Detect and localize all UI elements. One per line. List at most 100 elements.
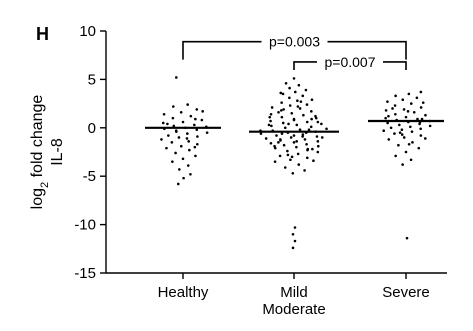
data-point — [298, 107, 302, 110]
data-point — [320, 136, 324, 139]
data-point — [296, 152, 300, 156]
data-point — [293, 226, 297, 229]
data-point — [416, 117, 419, 121]
data-point — [306, 148, 309, 152]
data-point — [291, 246, 295, 250]
x-tick-label: Healthy — [158, 284, 209, 301]
data-point — [303, 169, 306, 172]
data-point — [407, 142, 411, 146]
data-point — [269, 119, 272, 123]
data-point — [295, 123, 299, 127]
data-point — [301, 94, 305, 98]
data-point — [401, 163, 404, 166]
data-point — [269, 141, 273, 145]
data-point — [310, 110, 313, 113]
data-point — [172, 124, 176, 128]
data-point — [288, 96, 291, 100]
data-point — [315, 135, 319, 138]
data-point — [421, 101, 425, 104]
y-ticks: 10 5 0 -5 -10 -15 — [74, 23, 106, 282]
data-point — [320, 122, 323, 126]
data-point — [305, 156, 309, 160]
data-point — [293, 90, 297, 94]
data-point — [175, 130, 178, 133]
data-point — [394, 112, 397, 116]
data-point — [177, 136, 181, 139]
data-point — [273, 160, 277, 163]
data-point — [179, 111, 183, 114]
data-point — [280, 132, 284, 135]
data-point — [291, 232, 295, 236]
data-point — [200, 118, 204, 122]
data-point — [195, 128, 199, 132]
data-point — [384, 116, 387, 120]
data-point — [259, 132, 263, 135]
data-point — [270, 124, 273, 128]
data-point — [424, 137, 427, 140]
significance-brackets: p=0.003 p=0.007 — [182, 34, 407, 70]
data-point — [277, 141, 280, 144]
data-point — [186, 132, 189, 135]
data-point — [187, 140, 190, 143]
median-lines — [145, 119, 444, 133]
bracket-right — [327, 40, 407, 60]
data-point — [296, 99, 299, 102]
data-point — [196, 142, 199, 146]
data-point — [310, 98, 314, 102]
data-point — [295, 145, 298, 149]
data-point — [428, 124, 432, 128]
data-point — [410, 130, 414, 133]
data-point — [179, 144, 183, 148]
y-tick-label: -5 — [83, 168, 96, 185]
data-point — [420, 117, 424, 121]
data-point — [303, 138, 307, 141]
data-point — [289, 158, 292, 162]
data-point — [292, 141, 296, 144]
data-point — [279, 138, 282, 141]
data-point — [418, 122, 421, 126]
data-point — [305, 120, 309, 124]
data-point — [283, 126, 287, 130]
data-point — [412, 111, 416, 114]
data-point — [196, 135, 199, 138]
data-point — [400, 133, 404, 136]
data-point — [393, 104, 397, 107]
data-point — [165, 146, 168, 150]
data-point — [195, 108, 199, 111]
data-point — [307, 128, 311, 132]
data-point — [160, 138, 163, 141]
data-point — [282, 143, 286, 147]
data-point — [407, 92, 411, 96]
y-axis-title-line2: IL-8 — [49, 138, 66, 166]
data-point — [310, 117, 313, 121]
data-point — [394, 94, 397, 98]
data-point — [174, 151, 177, 155]
data-point — [166, 122, 169, 126]
data-point — [267, 123, 271, 127]
data-point — [269, 112, 273, 116]
data-point — [391, 107, 394, 110]
data-point — [282, 108, 285, 111]
data-point — [405, 236, 409, 240]
y-axis-title-line1: log2 fold change — [29, 95, 51, 210]
data-point — [316, 150, 320, 154]
x-tick-label: Severe — [382, 284, 430, 301]
data-point — [417, 146, 421, 150]
bracket-left — [293, 61, 317, 70]
data-point — [301, 133, 305, 136]
data-point — [171, 160, 174, 163]
data-point — [394, 154, 397, 158]
bracket-left — [182, 40, 262, 60]
data-point — [268, 115, 272, 119]
data-point — [401, 98, 405, 102]
data-point — [277, 111, 280, 114]
data-point — [201, 110, 204, 113]
data-point — [398, 131, 402, 134]
data-point — [161, 121, 165, 125]
data-point — [299, 100, 303, 103]
data-point — [162, 112, 166, 116]
data-point — [281, 121, 285, 125]
data-point — [402, 108, 406, 111]
data-point — [176, 182, 180, 186]
data-point — [309, 125, 313, 129]
